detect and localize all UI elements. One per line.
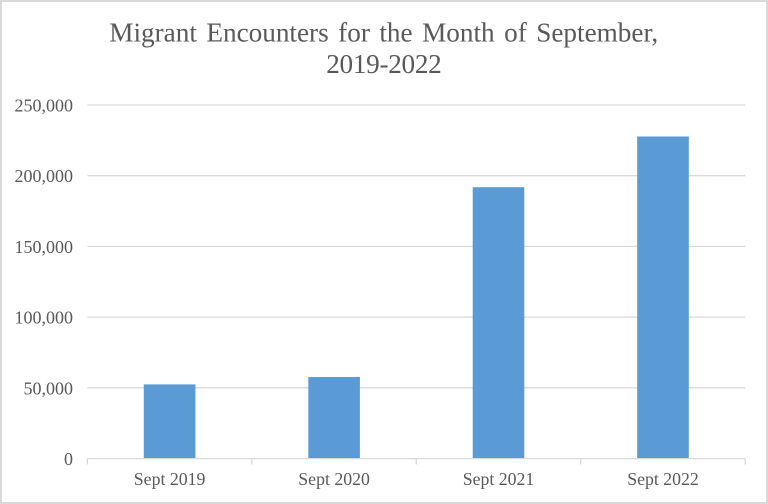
svg-text:100,000: 100,000: [15, 308, 74, 328]
svg-text:Sept 2021: Sept 2021: [463, 469, 535, 489]
svg-text:250,000: 250,000: [15, 96, 74, 116]
svg-text:0: 0: [64, 449, 73, 469]
svg-text:2019-2022: 2019-2022: [326, 49, 442, 79]
svg-text:50,000: 50,000: [24, 378, 74, 398]
svg-text:Sept 2020: Sept 2020: [298, 469, 370, 489]
svg-text:Sept 2019: Sept 2019: [134, 469, 206, 489]
svg-text:200,000: 200,000: [15, 166, 74, 186]
svg-text:150,000: 150,000: [15, 237, 74, 257]
svg-text:Migrant Encounters for the Mon: Migrant Encounters for the Month of Sept…: [109, 17, 658, 47]
svg-text:Sept 2022: Sept 2022: [627, 469, 699, 489]
